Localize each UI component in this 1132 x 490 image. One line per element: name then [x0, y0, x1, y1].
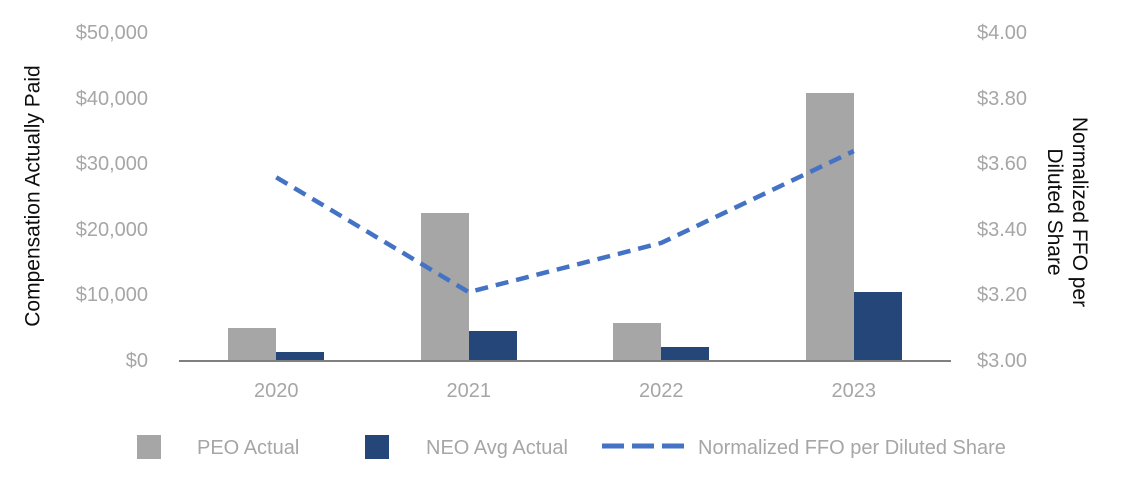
- left-axis-tick-label: $40,000: [75, 87, 148, 110]
- x-axis-label-2023: 2023: [831, 380, 877, 402]
- right-axis-title-line1: Normalized FFO per: [1067, 116, 1091, 308]
- bar-peo-actual-2023: [805, 93, 854, 361]
- x-axis-label-2022: 2022: [639, 380, 684, 402]
- left-axis-tick-label: $0: [125, 350, 148, 372]
- bar-neo-avg-actual-2023: [853, 292, 902, 361]
- right-axis-tick-label: $4.00: [977, 22, 1028, 44]
- legend-swatch-peo-actual: [137, 435, 161, 459]
- legend-dashed-line-icon: [602, 443, 684, 449]
- x-axis-label-2021: 2021: [446, 380, 492, 402]
- legend-label-peo-actual: PEO Actual: [197, 437, 300, 459]
- line-normalized-ffo-per-diluted-share: [275, 149, 855, 295]
- right-axis-title: Normalized FFO per Diluted Share: [1041, 117, 1091, 307]
- legend-label-neo-avg-actual: NEO Avg Actual: [426, 437, 568, 459]
- bar-peo-actual-2022: [613, 322, 662, 361]
- bar-neo-avg-actual-2021: [468, 331, 517, 361]
- bar-neo-avg-actual-2020: [276, 351, 325, 361]
- x-axis-label-2020: 2020: [254, 380, 299, 402]
- right-axis-tick-label: $3.20: [977, 284, 1028, 307]
- left-axis-tick-label: $20,000: [75, 218, 148, 241]
- left-axis-tick-label: $10,000: [75, 284, 148, 307]
- right-axis-title-line2: Diluted Share: [1043, 148, 1066, 276]
- x-axis-line: [179, 360, 951, 362]
- bar-neo-avg-actual-2022: [661, 347, 710, 361]
- left-axis-tick-label: $50,000: [75, 22, 148, 44]
- right-axis-tick-label: $3.60: [977, 153, 1028, 176]
- bar-peo-actual-2020: [228, 327, 277, 361]
- legend-swatch-neo-avg-actual: [365, 435, 389, 459]
- right-axis-tick-label: $3.80: [977, 87, 1028, 110]
- left-axis-tick-label: $30,000: [75, 153, 148, 176]
- right-axis-tick-label: $3.40: [977, 218, 1028, 241]
- bar-peo-actual-2021: [420, 213, 469, 361]
- legend-label-normalized-ffo: Normalized FFO per Diluted Share: [698, 437, 1006, 459]
- right-axis-tick-label: $3.00: [977, 350, 1028, 372]
